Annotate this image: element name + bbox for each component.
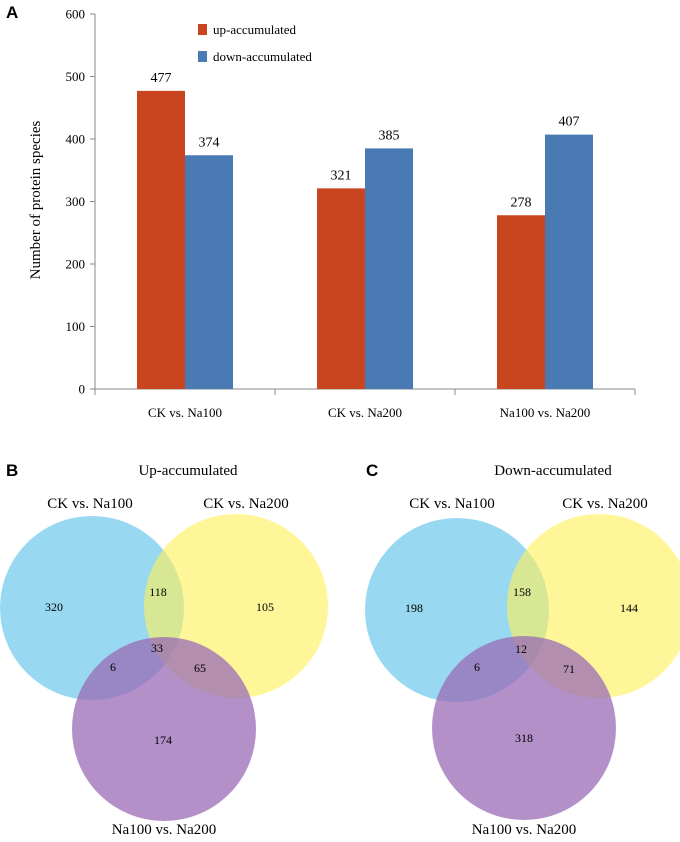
bar-value-label: 321 bbox=[331, 168, 352, 183]
panel-c-label: C bbox=[366, 461, 378, 480]
bar-up bbox=[137, 90, 185, 389]
bar-up bbox=[317, 188, 365, 389]
venn-region-only-2: 144 bbox=[620, 601, 638, 615]
venn-region-1-2-3: 12 bbox=[515, 642, 527, 656]
venn-region-1-2-3: 33 bbox=[151, 641, 163, 655]
legend-swatch-down bbox=[198, 51, 207, 62]
bar-down bbox=[365, 148, 413, 389]
panel-b-label: B bbox=[6, 461, 18, 480]
legend: up-accumulated down-accumulated bbox=[198, 22, 312, 64]
venn-up-set3-label: Na100 vs. Na200 bbox=[112, 822, 217, 838]
legend-swatch-up bbox=[198, 24, 207, 35]
venn-down: 198 144 318 158 6 71 12 bbox=[365, 514, 680, 820]
venn-region-only-1: 198 bbox=[405, 601, 423, 615]
y-tick-label: 500 bbox=[66, 69, 86, 84]
venn-down-set1-label: CK vs. Na100 bbox=[409, 496, 494, 512]
bar-value-label: 477 bbox=[151, 71, 172, 86]
y-tick-label: 0 bbox=[79, 382, 86, 397]
venn-circle-3 bbox=[72, 637, 256, 821]
bar-up bbox=[497, 215, 545, 389]
panel-a-label: A bbox=[6, 3, 18, 22]
panel-a: A Number of protein species 0 100 200 300 40… bbox=[6, 3, 636, 420]
panel-b: B Up-accumulated CK vs. Na100 CK vs. Na2… bbox=[0, 461, 328, 838]
y-tick-label: 200 bbox=[66, 257, 86, 272]
x-tick-label: CK vs. Na100 bbox=[148, 405, 222, 420]
venn-region-only-1: 320 bbox=[45, 600, 63, 614]
venn-circle-3 bbox=[432, 636, 616, 820]
bars: 477 321 278 374 385 407 bbox=[137, 71, 593, 389]
venn-region-only-2: 105 bbox=[256, 600, 274, 614]
venn-up-title: Up-accumulated bbox=[138, 463, 238, 479]
x-axis: CK vs. Na100 CK vs. Na200 Na100 vs. Na200 bbox=[94, 388, 636, 420]
venn-up: 320 105 174 118 6 65 33 bbox=[0, 514, 328, 821]
venn-down-set2-label: CK vs. Na200 bbox=[562, 496, 647, 512]
y-tick-label: 600 bbox=[66, 7, 86, 22]
legend-label-down: down-accumulated bbox=[213, 49, 312, 64]
bar-down bbox=[545, 134, 593, 389]
venn-down-title: Down-accumulated bbox=[494, 463, 612, 479]
venn-down-set3-label: Na100 vs. Na200 bbox=[472, 822, 577, 838]
venn-region-only-3: 174 bbox=[154, 733, 172, 747]
legend-label-up: up-accumulated bbox=[213, 22, 297, 37]
bar-value-label: 385 bbox=[379, 128, 400, 143]
y-tick-label: 300 bbox=[66, 194, 86, 209]
venn-up-set2-label: CK vs. Na200 bbox=[203, 496, 288, 512]
venn-region-2-3: 65 bbox=[194, 661, 206, 675]
x-tick-label: Na100 vs. Na200 bbox=[500, 405, 591, 420]
venn-region-1-3: 6 bbox=[474, 660, 480, 674]
venn-region-only-3: 318 bbox=[515, 731, 533, 745]
bar-value-label: 407 bbox=[559, 115, 580, 130]
bar-down bbox=[185, 155, 233, 389]
y-tick-label: 100 bbox=[66, 319, 86, 334]
venn-up-set1-label: CK vs. Na100 bbox=[47, 496, 132, 512]
venn-region-1-2: 158 bbox=[513, 585, 531, 599]
bar-value-label: 374 bbox=[199, 135, 220, 150]
venn-region-1-3: 6 bbox=[110, 660, 116, 674]
x-tick-label: CK vs. Na200 bbox=[328, 405, 402, 420]
y-axis: 0 100 200 300 400 500 600 bbox=[66, 7, 96, 397]
y-tick-label: 400 bbox=[66, 132, 86, 147]
bar-value-label: 278 bbox=[511, 195, 532, 210]
venn-region-1-2: 118 bbox=[149, 585, 167, 599]
venn-region-2-3: 71 bbox=[563, 662, 575, 676]
panel-c: C Down-accumulated CK vs. Na100 CK vs. N… bbox=[365, 461, 680, 838]
y-axis-label: Number of protein species bbox=[28, 120, 44, 279]
